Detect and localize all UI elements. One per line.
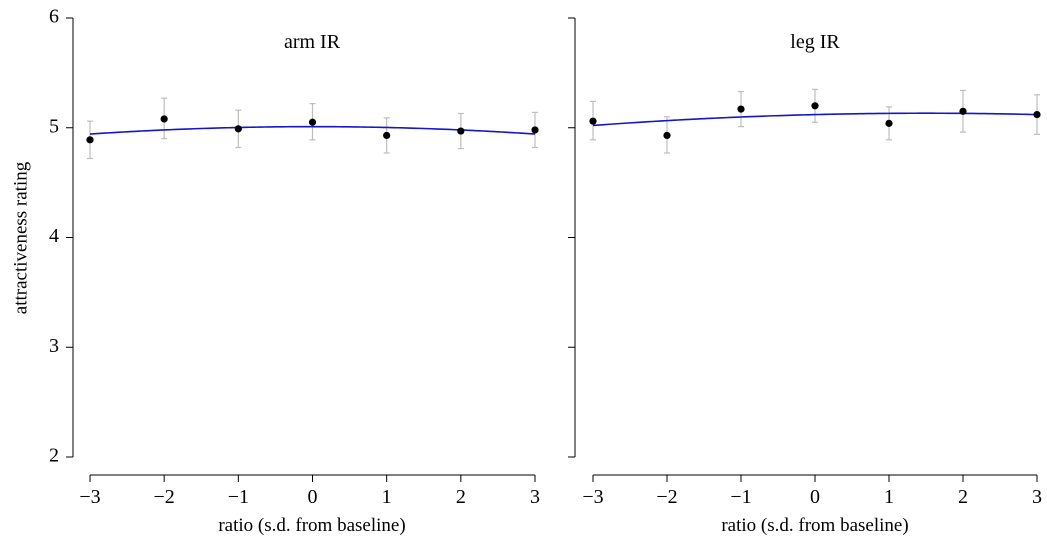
y-tick-label: 4: [49, 225, 59, 247]
data-point: [1033, 110, 1041, 119]
panel-leg-ir: leg IR ratio (s.d. from baseline) −3 −2 −1…: [568, 17, 1042, 536]
x-tick-label: −3: [582, 486, 603, 508]
y-tick-label: 2: [49, 445, 59, 467]
data-point: [457, 127, 465, 135]
data-point: [811, 102, 819, 110]
data-point: [959, 107, 967, 115]
x-axis-title: ratio (s.d. from baseline): [218, 515, 405, 536]
data-point: [663, 131, 671, 140]
data-point: [160, 115, 168, 123]
data-point: [383, 131, 391, 140]
x-tick-label: 3: [530, 486, 540, 508]
data-point: [531, 126, 539, 134]
x-tick-label: 2: [958, 486, 968, 508]
x-tick-label: 3: [1032, 486, 1042, 508]
x-tick-label: 2: [456, 486, 466, 508]
x-tick-label: 1: [884, 486, 894, 508]
panel-title: arm IR: [284, 31, 341, 53]
x-tick-label: 0: [810, 486, 820, 508]
panel-title: leg IR: [790, 31, 840, 53]
x-axis-title: ratio (s.d. from baseline): [721, 515, 908, 536]
y-tick-label: 3: [49, 335, 59, 357]
x-tick-label: 0: [308, 486, 318, 508]
panel-arm-ir: arm IR ratio (s.d. from baseline) 2 3 4 5 6 −…: [49, 6, 540, 536]
x-tick-label: 1: [382, 486, 392, 508]
y-tick-label: 6: [49, 6, 59, 28]
x-tick-label: −1: [730, 486, 751, 508]
data-point: [86, 136, 94, 144]
x-tick-label: −2: [154, 486, 175, 508]
y-tick-label: 5: [49, 115, 59, 137]
data-point: [308, 118, 317, 126]
x-tick-label: −1: [228, 486, 249, 508]
x-tick-label: −2: [656, 486, 677, 508]
data-point: [737, 105, 745, 113]
data-point: [589, 117, 597, 125]
y-axis-title: attractiveness rating: [10, 161, 31, 314]
x-tick-label: −3: [79, 486, 100, 508]
data-point: [885, 119, 893, 127]
data-point: [234, 125, 242, 133]
